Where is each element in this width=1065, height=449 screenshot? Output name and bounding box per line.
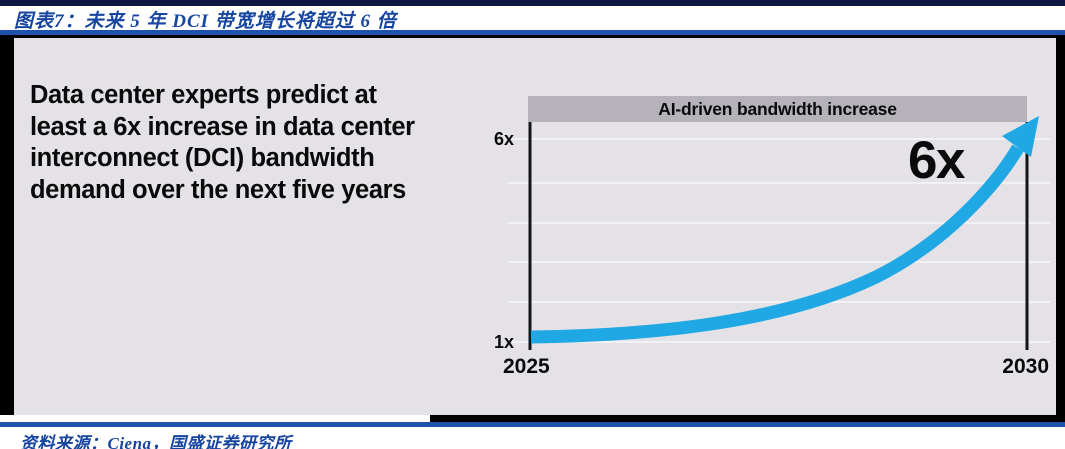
headline-line-4: demand over the next five years xyxy=(30,175,406,204)
top-navy-bar xyxy=(0,0,1065,6)
chart-banner: AI-driven bandwidth increase xyxy=(528,96,1027,122)
gridlines xyxy=(508,138,1050,343)
chart-headline: Data center experts predict at least a 6… xyxy=(30,80,500,206)
y-axis-label-1x: 1x xyxy=(493,332,514,352)
divider-top xyxy=(0,30,1065,35)
x-axis-label-2030: 2030 xyxy=(1002,355,1049,378)
headline-line-1: Data center experts predict at xyxy=(30,81,377,109)
chart-panel: Data center experts predict at least a 6… xyxy=(14,38,1056,415)
y-axis-label-6x: 6x xyxy=(493,129,514,149)
headline-line-3: interconnect (DCI) bandwidth xyxy=(30,144,375,172)
growth-annotation-6x: 6x xyxy=(908,131,965,190)
x-axis-label-2025: 2025 xyxy=(503,355,550,378)
growth-chart xyxy=(508,116,1050,350)
frame-bottom-notch xyxy=(0,415,430,422)
axis-lines xyxy=(528,122,1029,350)
trend-arrow-icon xyxy=(530,116,1039,344)
figure-frame: Data center experts predict at least a 6… xyxy=(0,35,1065,422)
headline-line-2: least a 6x increase in data center xyxy=(30,112,415,141)
divider-bottom xyxy=(0,422,1065,427)
source-attribution: 资料来源：Ciena，国盛证券研究所 xyxy=(20,434,292,449)
figure-title: 图表7：未来 5 年 DCI 带宽增长将超过 6 倍 xyxy=(14,11,397,32)
